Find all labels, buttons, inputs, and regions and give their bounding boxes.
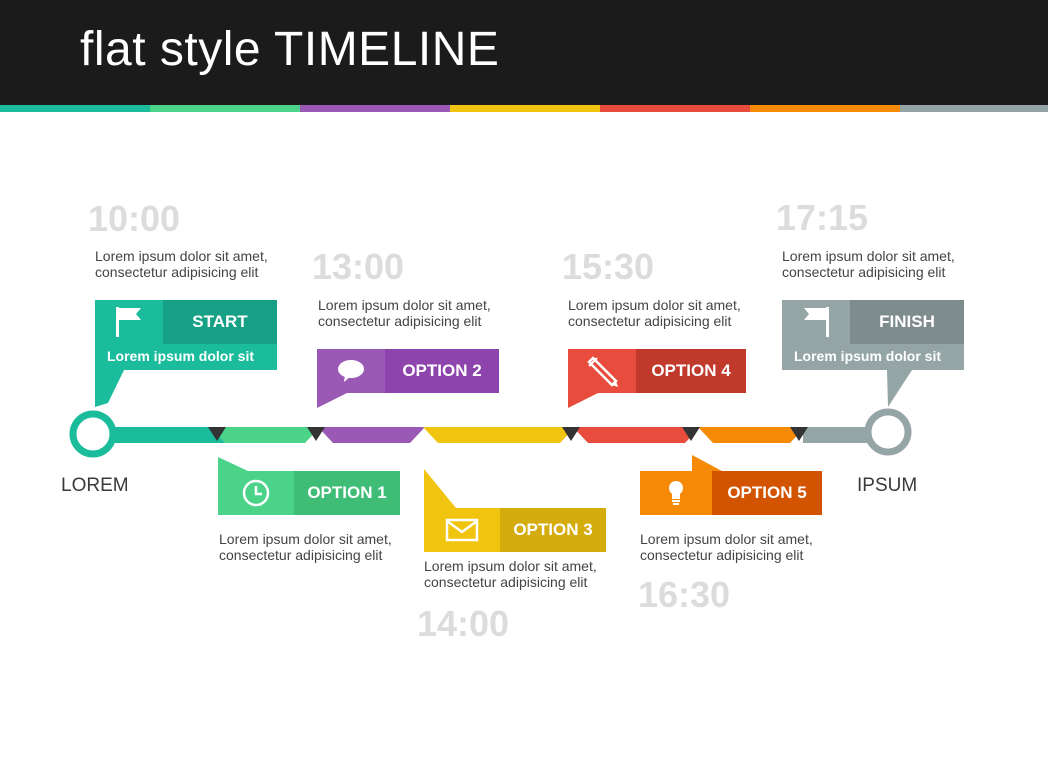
fold-triangle xyxy=(208,427,226,441)
option4-icon-cell xyxy=(568,349,636,393)
option2-icon-cell xyxy=(317,349,385,393)
desc-line-1: Lorem ipsum dolor sit amet, xyxy=(424,558,597,574)
fold-triangle xyxy=(562,427,580,441)
start-icon-cell xyxy=(95,300,163,344)
option3-label: OPTION 3 xyxy=(500,508,606,552)
color-stripe-green xyxy=(150,105,300,112)
option5-pointer xyxy=(692,455,722,471)
desc-line-2: consectetur adipisicing elit xyxy=(568,313,732,329)
option1-box: OPTION 1 xyxy=(218,471,400,515)
option2-description: Lorem ipsum dolor sit amet, consectetur … xyxy=(318,297,491,329)
option3-pointer xyxy=(424,469,456,508)
option4-box: OPTION 4 xyxy=(568,349,746,393)
flag-icon xyxy=(116,307,141,337)
option1-pointer xyxy=(218,457,248,471)
start-description: Lorem ipsum dolor sit amet, consectetur … xyxy=(95,248,268,280)
timeline-segment-green xyxy=(210,427,320,443)
option5-icon-cell xyxy=(640,471,712,515)
desc-line-2: consectetur adipisicing elit xyxy=(219,547,383,563)
timeline-segment-purple xyxy=(318,427,425,443)
lightbulb-icon xyxy=(669,481,683,505)
fold-triangle xyxy=(682,427,700,441)
option1-icon-cell xyxy=(218,471,294,515)
option4-pointer xyxy=(568,393,598,408)
color-stripe-red xyxy=(600,105,750,112)
option1-description: Lorem ipsum dolor sit amet, consectetur … xyxy=(219,531,392,563)
start-time: 10:00 xyxy=(88,198,181,239)
envelope-icon xyxy=(445,518,479,542)
finish-time: 17:15 xyxy=(776,197,869,238)
option3-box: OPTION 3 xyxy=(424,508,606,552)
finish-subtitle: Lorem ipsum dolor sit xyxy=(782,344,964,370)
timeline-segment-orange xyxy=(698,427,805,443)
desc-line-2: consectetur adipisicing elit xyxy=(424,574,588,590)
speech-bubble-icon xyxy=(338,360,364,382)
header: flat style TIMELINE xyxy=(0,0,1048,105)
desc-line-1: Lorem ipsum dolor sit amet, xyxy=(568,297,741,313)
option5-box: OPTION 5 xyxy=(640,471,822,515)
desc-line-1: Lorem ipsum dolor sit amet, xyxy=(640,531,813,547)
fold-triangle xyxy=(307,427,325,441)
desc-line-2: consectetur adipisicing elit xyxy=(318,313,482,329)
timeline-start-label: LOREM xyxy=(61,475,129,496)
color-stripe-orange xyxy=(750,105,900,112)
option4-label: OPTION 4 xyxy=(636,349,746,393)
finish-pointer xyxy=(887,370,912,407)
timeline-segment-yellow xyxy=(423,427,575,443)
desc-line-1: Lorem ipsum dolor sit amet, xyxy=(318,297,491,313)
finish-icon-cell xyxy=(782,300,850,344)
timeline-segment-red xyxy=(573,427,700,443)
option4-time: 15:30 xyxy=(562,246,655,287)
flag-icon xyxy=(804,307,829,337)
option1-label: OPTION 1 xyxy=(294,471,400,515)
desc-line-1: Lorem ipsum dolor sit amet, xyxy=(95,248,268,264)
pencil-icon xyxy=(587,356,618,387)
option2-box: OPTION 2 xyxy=(317,349,499,393)
option3-time: 14:00 xyxy=(417,603,510,644)
finish-description: Lorem ipsum dolor sit amet, consectetur … xyxy=(782,248,955,280)
timeline-start-node xyxy=(69,410,117,458)
desc-line-2: consectetur adipisicing elit xyxy=(640,547,804,563)
option2-pointer xyxy=(317,393,347,408)
page-title: flat style TIMELINE xyxy=(80,23,500,76)
color-stripe-yellow xyxy=(450,105,600,112)
option3-icon-cell xyxy=(424,508,500,552)
finish-label: FINISH xyxy=(850,300,964,344)
option5-label: OPTION 5 xyxy=(712,471,822,515)
option5-description: Lorem ipsum dolor sit amet, consectetur … xyxy=(640,531,813,563)
timeline-end-label: IPSUM xyxy=(857,475,918,496)
option2-label: OPTION 2 xyxy=(385,349,499,393)
desc-line-1: Lorem ipsum dolor sit amet, xyxy=(782,248,955,264)
desc-line-2: consectetur adipisicing elit xyxy=(782,264,946,280)
fold-triangle xyxy=(790,427,808,441)
desc-line-1: Lorem ipsum dolor sit amet, xyxy=(219,531,392,547)
desc-line-2: consectetur adipisicing elit xyxy=(95,264,259,280)
option3-description: Lorem ipsum dolor sit amet, consectetur … xyxy=(424,558,597,590)
option2-time: 13:00 xyxy=(312,246,405,287)
color-stripe-teal xyxy=(0,105,150,112)
timeline-segment-teal xyxy=(100,427,230,443)
option4-description: Lorem ipsum dolor sit amet, consectetur … xyxy=(568,297,741,329)
start-label: START xyxy=(163,300,277,344)
color-stripe-gray xyxy=(900,105,1048,112)
color-stripe-purple xyxy=(300,105,450,112)
finish-box: FINISH Lorem ipsum dolor sit xyxy=(782,300,964,370)
start-box: START Lorem ipsum dolor sit xyxy=(95,300,277,370)
start-subtitle: Lorem ipsum dolor sit xyxy=(95,344,277,370)
start-pointer xyxy=(95,368,125,407)
option5-time: 16:30 xyxy=(638,574,731,615)
timeline-end-node xyxy=(864,408,912,456)
clock-icon xyxy=(242,479,270,507)
